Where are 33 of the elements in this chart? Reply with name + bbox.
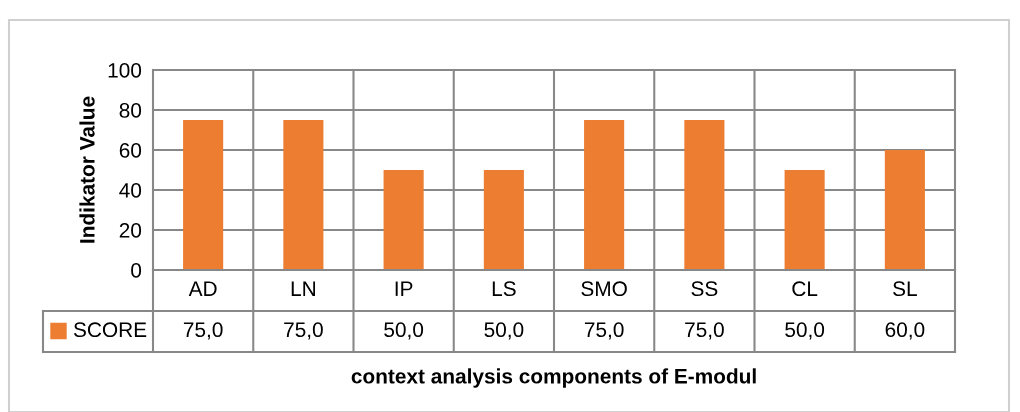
y-axis-title: Indikator Value (79, 96, 95, 243)
bar (784, 170, 825, 270)
data-label: 75,0 (685, 322, 724, 340)
bar (483, 170, 524, 270)
y-tick-label: 0 (131, 263, 142, 278)
y-tick-label: 60 (119, 143, 142, 158)
x-tick-label: CL (792, 281, 818, 297)
legend-label: SCORE (73, 322, 147, 338)
bar (283, 120, 324, 270)
data-label: 75,0 (183, 322, 223, 340)
y-tick-label: 40 (119, 183, 142, 198)
x-axis-title: context analysis components of E-modul (351, 368, 756, 388)
data-label: 75,0 (284, 322, 323, 340)
x-tick-label: SL (893, 281, 917, 297)
data-label: 50,0 (484, 322, 524, 340)
x-tick-label: SMO (581, 281, 627, 297)
x-tick-label: AD (188, 281, 217, 296)
bar (183, 120, 224, 270)
data-label: 60,0 (885, 322, 925, 340)
x-tick-label: SS (691, 281, 718, 297)
bar (684, 120, 725, 270)
bar (584, 120, 625, 270)
y-tick-label: 100 (108, 63, 142, 78)
bar (383, 170, 424, 270)
data-label: 50,0 (785, 322, 825, 340)
x-tick-label: LS (492, 281, 516, 297)
bar (884, 150, 925, 270)
y-tick-label: 80 (119, 103, 142, 118)
x-tick-label: LN (291, 281, 315, 296)
data-label: 50,0 (384, 322, 424, 340)
x-tick-label: IP (395, 281, 413, 296)
y-tick-label: 20 (119, 223, 142, 238)
data-label: 75,0 (584, 322, 624, 340)
